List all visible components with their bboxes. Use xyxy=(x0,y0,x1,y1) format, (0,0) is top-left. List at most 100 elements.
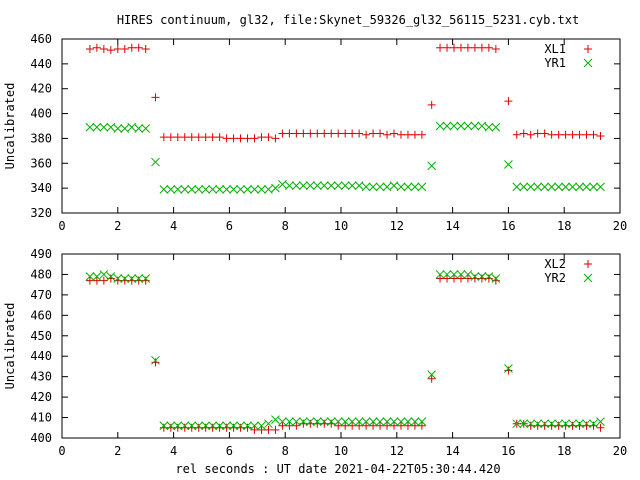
data-point-yr1 xyxy=(92,122,102,132)
plot-frame xyxy=(61,38,621,214)
data-point-yr1 xyxy=(449,121,459,131)
x-tick-label: 12 xyxy=(390,444,404,458)
data-point-xl1 xyxy=(173,133,182,142)
data-point-xl1 xyxy=(166,133,175,142)
data-point-xl1 xyxy=(257,133,266,142)
data-point-yr1 xyxy=(554,182,563,192)
data-point-yr1 xyxy=(547,182,556,192)
data-point-xl1 xyxy=(504,97,513,106)
data-point-xl1 xyxy=(533,129,542,138)
data-point-yr2 xyxy=(484,272,494,281)
data-point-yr2 xyxy=(92,272,102,281)
data-point-yr1 xyxy=(312,181,322,191)
data-point-xl1 xyxy=(215,133,224,142)
data-point-yr2 xyxy=(106,272,116,281)
data-point-xl1 xyxy=(547,130,556,139)
data-point-yr2 xyxy=(354,417,364,426)
data-point-xl2 xyxy=(236,423,245,432)
data-point-yr2 xyxy=(326,417,336,426)
data-point-xl2 xyxy=(285,421,294,430)
legend-label: XL1 xyxy=(544,42,566,56)
data-point-yr2 xyxy=(222,421,231,431)
x-tick-label: 6 xyxy=(226,219,233,233)
data-point-yr1 xyxy=(187,185,197,194)
y-tick-label: 360 xyxy=(30,156,52,170)
data-point-yr1 xyxy=(229,185,238,194)
chart-title: HIRES continuum, gl32, file:Skynet_59326… xyxy=(117,13,579,27)
data-point-xl1 xyxy=(390,129,399,138)
y-tick-label: 400 xyxy=(30,107,52,121)
data-point-xl2 xyxy=(292,421,301,430)
data-point-yr2 xyxy=(368,417,378,426)
data-point-xl2 xyxy=(449,274,458,283)
data-point-xl1 xyxy=(376,129,385,138)
data-point-xl2 xyxy=(470,274,479,283)
y-tick-label: 320 xyxy=(30,206,52,220)
data-point-yr2 xyxy=(463,270,473,279)
data-point-yr2 xyxy=(382,417,392,426)
data-point-yr2 xyxy=(201,421,211,431)
data-point-xl1 xyxy=(417,130,426,139)
data-point-yr1 xyxy=(484,122,494,132)
data-point-yr1 xyxy=(596,182,605,192)
data-point-xl2 xyxy=(99,276,108,285)
data-point-xl1 xyxy=(236,134,245,143)
data-point-xl1 xyxy=(306,129,315,138)
data-point-yr2 xyxy=(361,417,371,426)
x-tick-label: 16 xyxy=(501,444,515,458)
data-point-yr1 xyxy=(166,185,176,194)
data-point-yr2 xyxy=(589,419,598,429)
data-point-yr1 xyxy=(519,182,529,192)
x-tick-label: 10 xyxy=(334,444,348,458)
data-point-xl2 xyxy=(596,423,605,432)
data-point-yr1 xyxy=(410,182,420,192)
data-point-xl1 xyxy=(208,133,217,142)
data-point-xl2 xyxy=(334,421,343,430)
data-point-yr1 xyxy=(526,182,536,192)
data-point-xl1 xyxy=(443,43,452,52)
data-point-yr1 xyxy=(173,185,183,194)
data-point-xl2 xyxy=(554,421,563,430)
data-point-yr2 xyxy=(540,419,550,429)
y-tick-label: 400 xyxy=(30,431,52,445)
data-point-yr2 xyxy=(305,417,315,426)
data-point-xl1 xyxy=(341,129,350,138)
data-point-xl1 xyxy=(264,133,273,142)
data-point-xl1 xyxy=(568,130,577,139)
data-point-xl2 xyxy=(257,425,266,434)
data-point-xl2 xyxy=(250,425,259,434)
data-point-xl2 xyxy=(113,276,122,285)
data-point-yr2 xyxy=(435,270,445,279)
data-point-xl2 xyxy=(436,274,445,283)
data-point-yr2 xyxy=(347,417,357,426)
data-point-yr1 xyxy=(180,185,190,194)
data-point-xl1 xyxy=(575,130,584,139)
data-point-xl2 xyxy=(443,274,452,283)
data-point-yr2 xyxy=(271,415,280,424)
data-point-yr1 xyxy=(201,185,211,194)
data-point-yr1 xyxy=(575,182,584,192)
data-point-yr2 xyxy=(159,421,169,431)
data-point-xl1 xyxy=(278,129,287,138)
data-point-yr2 xyxy=(292,417,301,426)
data-point-xl2 xyxy=(463,274,472,283)
data-point-xl1 xyxy=(561,130,570,139)
data-point-yr2 xyxy=(113,274,123,283)
data-point-xl2 xyxy=(504,366,513,375)
data-point-yr1 xyxy=(113,124,123,133)
data-point-yr1 xyxy=(368,182,378,192)
data-point-xl1 xyxy=(526,130,535,139)
data-point-xl1 xyxy=(159,133,168,142)
legend-marker xyxy=(584,260,592,268)
data-point-yr1 xyxy=(403,182,413,192)
x-tick-label: 18 xyxy=(557,444,571,458)
data-point-yr2 xyxy=(491,274,501,283)
data-point-yr2 xyxy=(417,417,427,426)
data-point-yr2 xyxy=(333,417,343,426)
data-point-xl2 xyxy=(568,421,577,430)
y-tick-label: 460 xyxy=(30,308,52,322)
data-point-yr1 xyxy=(340,181,350,191)
data-point-xl2 xyxy=(348,421,357,430)
data-point-xl2 xyxy=(85,276,94,285)
data-point-xl1 xyxy=(180,133,189,142)
